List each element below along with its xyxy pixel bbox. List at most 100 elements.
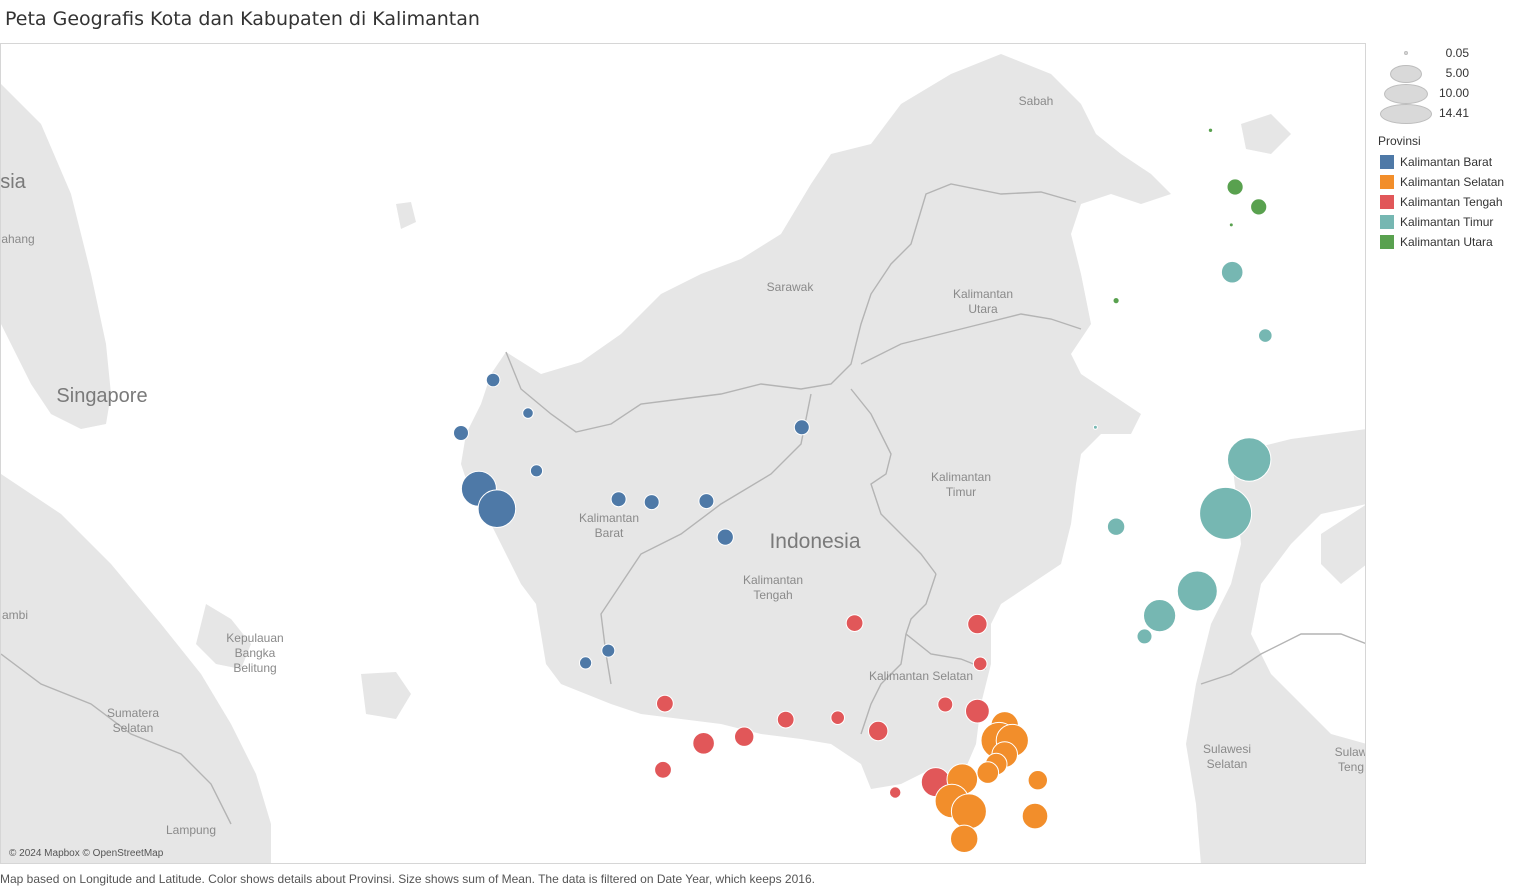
map-caption: Map based on Longitude and Latitude. Col… <box>0 872 815 886</box>
data-point-kalimantan-tengah[interactable] <box>830 710 846 726</box>
data-point-kalimantan-tengah[interactable] <box>972 656 988 672</box>
data-point-kalimantan-selatan[interactable] <box>976 761 1000 784</box>
border-kalteng-kaltim <box>850 388 937 575</box>
legend-label: Kalimantan Utara <box>1400 235 1493 249</box>
data-point-kalimantan-timur[interactable] <box>1176 570 1218 612</box>
land-sulawesi-arm <box>1321 505 1365 584</box>
label-kalbar-2: Barat <box>595 526 624 540</box>
label-kalbar-1: Kalimantan <box>579 511 639 525</box>
data-point-kalimantan-selatan[interactable] <box>950 824 979 853</box>
data-point-kalimantan-tengah[interactable] <box>734 726 755 747</box>
data-point-kalimantan-timur[interactable] <box>1106 517 1126 536</box>
data-point-kalimantan-timur[interactable] <box>1136 628 1153 645</box>
data-point-kalimantan-barat[interactable] <box>716 528 734 546</box>
legend-swatch <box>1380 235 1394 249</box>
data-point-kalimantan-timur[interactable] <box>1220 260 1244 284</box>
border-sulawesi-provinces <box>1200 633 1365 685</box>
map-attribution[interactable]: © 2024 Mapbox © OpenStreetMap <box>9 848 164 859</box>
data-point-kalimantan-tengah[interactable] <box>692 732 715 755</box>
data-point-kalimantan-timur[interactable] <box>1258 328 1273 343</box>
data-point-kalimantan-tengah[interactable] <box>937 696 954 713</box>
data-point-kalimantan-barat[interactable] <box>643 494 660 511</box>
label-sumsel-1: Sumatera <box>107 706 159 720</box>
data-point-kalimantan-barat[interactable] <box>453 425 469 441</box>
data-point-kalimantan-tengah[interactable] <box>889 786 902 799</box>
label-sia: sia <box>1 171 27 193</box>
data-point-kalimantan-timur[interactable] <box>1092 424 1098 430</box>
label-jambi: ambi <box>2 608 28 622</box>
label-sabah: Sabah <box>1019 94 1054 108</box>
label-sulteng-2: Teng <box>1338 760 1364 774</box>
data-point-kalimantan-barat[interactable] <box>477 489 517 529</box>
land-layer <box>1 54 1365 863</box>
label-sarawak: Sarawak <box>767 280 815 294</box>
land-malay-peninsula <box>1 84 111 429</box>
data-point-kalimantan-barat[interactable] <box>610 491 627 508</box>
legend-item-kalimantan-utara[interactable]: Kalimantan Utara <box>1380 232 1517 252</box>
data-point-kalimantan-barat[interactable] <box>793 419 810 436</box>
border-sumatra-provinces <box>1 653 232 825</box>
label-kalteng-1: Kalimantan <box>743 573 803 587</box>
label-kaltara-1: Kalimantan <box>953 287 1013 301</box>
size-legend-row: 14.41 <box>1370 104 1517 124</box>
data-point-kalimantan-tengah[interactable] <box>868 720 889 742</box>
data-point-kalimantan-tengah[interactable] <box>845 614 864 632</box>
label-indonesia: Indonesia <box>769 530 860 553</box>
data-point-kalimantan-barat[interactable] <box>579 656 593 670</box>
map-view[interactable]: Sabah Sarawak Kalimantan Utara Kalimanta… <box>0 43 1366 864</box>
size-legend-value: 5.00 <box>1445 66 1469 80</box>
data-point-kalimantan-tengah[interactable] <box>654 760 672 779</box>
border-layer <box>1 183 1365 825</box>
land-belitung <box>361 672 411 719</box>
label-pahang: ahang <box>1 232 34 246</box>
data-point-kalimantan-utara[interactable] <box>1250 198 1268 216</box>
border-kalteng-kalsel <box>860 573 937 735</box>
data-point-kalimantan-barat[interactable] <box>698 493 715 510</box>
data-point-kalimantan-tengah[interactable] <box>967 613 988 635</box>
label-sulsel-2: Selatan <box>1207 757 1248 771</box>
size-legend-value: 0.05 <box>1445 46 1469 60</box>
label-singapore: Singapore <box>56 385 147 407</box>
size-legend-symbol <box>1384 84 1428 104</box>
legend-item-kalimantan-tengah[interactable]: Kalimantan Tengah <box>1380 192 1517 212</box>
label-bangka-2: Bangka <box>235 646 276 660</box>
data-point-kalimantan-utara[interactable] <box>1226 178 1244 196</box>
border-kalbar-kalteng <box>600 393 812 685</box>
data-point-kalimantan-selatan[interactable] <box>1021 802 1049 830</box>
label-kaltara-2: Utara <box>968 302 998 316</box>
data-point-kalimantan-tengah[interactable] <box>776 710 795 729</box>
label-kaltim-1: Kalimantan <box>931 470 991 484</box>
data-point-kalimantan-tengah[interactable] <box>656 694 674 713</box>
label-sumsel-2: Selatan <box>113 721 154 735</box>
color-legend-title: Provinsi <box>1378 134 1421 148</box>
data-point-kalimantan-utara[interactable] <box>1228 222 1234 228</box>
land-bangka <box>196 604 251 669</box>
legend-item-kalimantan-timur[interactable]: Kalimantan Timur <box>1380 212 1517 232</box>
land-small-island-1 <box>396 202 416 229</box>
size-legend-row: 0.05 <box>1370 44 1517 64</box>
data-point-kalimantan-barat[interactable] <box>485 372 501 388</box>
size-legend-symbol <box>1390 65 1422 83</box>
size-legend-row: 10.00 <box>1370 84 1517 104</box>
land-philippines <box>1241 114 1291 154</box>
data-point-kalimantan-selatan[interactable] <box>1027 770 1049 791</box>
data-point-kalimantan-utara[interactable] <box>1112 297 1120 305</box>
legend-label: Kalimantan Barat <box>1400 155 1493 169</box>
data-point-kalimantan-barat[interactable] <box>601 643 616 658</box>
data-point-kalimantan-barat[interactable] <box>529 464 544 478</box>
legend-item-kalimantan-barat[interactable]: Kalimantan Barat <box>1380 152 1517 172</box>
data-point-kalimantan-selatan[interactable] <box>950 793 987 830</box>
label-lampung: Lampung <box>166 823 216 837</box>
label-sulteng-1: Sulaw <box>1335 745 1366 759</box>
map-canvas[interactable]: Sabah Sarawak Kalimantan Utara Kalimanta… <box>1 44 1366 864</box>
page-title: Peta Geografis Kota dan Kabupaten di Kal… <box>5 8 480 30</box>
data-point-kalimantan-barat[interactable] <box>522 407 534 419</box>
data-point-kalimantan-timur[interactable] <box>1227 437 1272 482</box>
legend: 0.05 5.00 10.00 14.41 Provinsi Kalimanta… <box>1370 44 1517 252</box>
data-point-kalimantan-timur[interactable] <box>1199 486 1253 540</box>
data-point-kalimantan-timur[interactable] <box>1143 599 1177 633</box>
border-kaltara-kaltim <box>860 313 1082 365</box>
legend-item-kalimantan-selatan[interactable]: Kalimantan Selatan <box>1380 172 1517 192</box>
data-point-kalimantan-utara[interactable] <box>1207 127 1214 134</box>
data-point-kalimantan-tengah[interactable] <box>965 698 990 724</box>
